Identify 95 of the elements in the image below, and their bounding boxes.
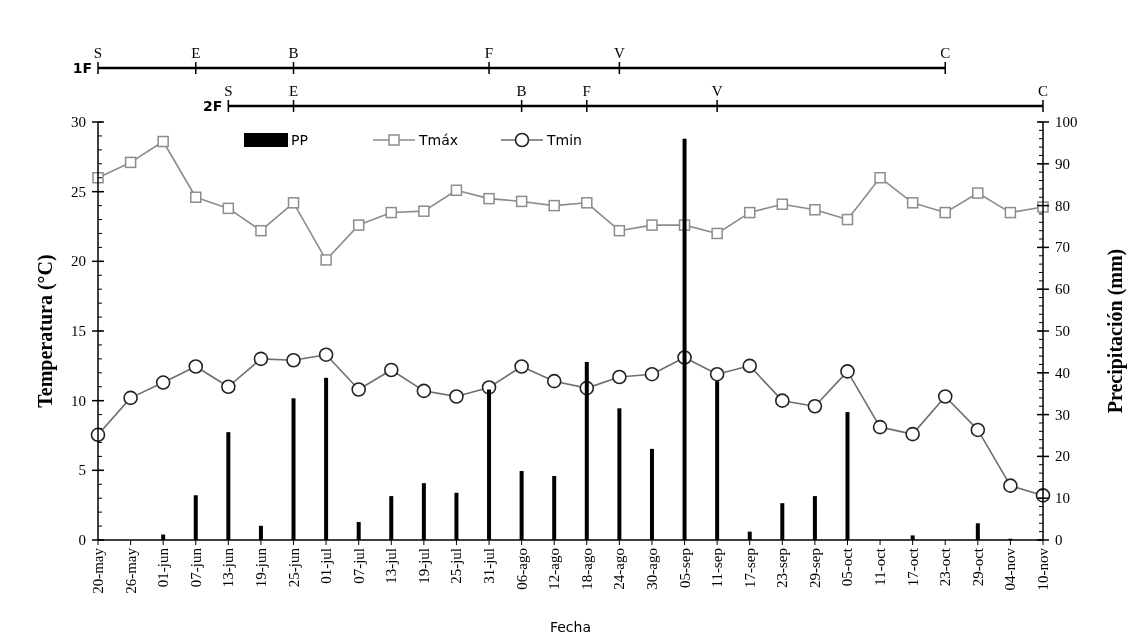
y-axis-title: Temperatura (°C) xyxy=(34,254,57,408)
x-tick-label: 23-sep xyxy=(774,548,791,588)
x-tick-label: 23-oct xyxy=(937,547,954,587)
point xyxy=(190,191,202,203)
point xyxy=(743,206,756,219)
x-tick-label: 04-nov xyxy=(1002,547,1019,591)
x-tick-label: 19-jun xyxy=(252,547,269,588)
annotation: E xyxy=(288,83,299,99)
point xyxy=(548,199,560,212)
x-tick-label: 30-ago xyxy=(643,548,660,590)
x-tick-label: 11-oct xyxy=(872,547,889,586)
x-tick-label: 29-sep xyxy=(806,548,823,588)
point xyxy=(906,197,919,209)
point xyxy=(646,219,658,231)
point xyxy=(418,205,430,217)
annotation: E xyxy=(191,45,201,61)
annotation: V xyxy=(711,83,723,99)
x-tick-label: 11-sep xyxy=(709,548,726,588)
x-tick-label: 01-jun xyxy=(155,547,172,588)
x-axis-title: Fecha xyxy=(549,619,592,635)
annotation: S xyxy=(93,45,103,61)
annotation: S xyxy=(224,83,233,99)
x-tick-label: 19-jul xyxy=(415,548,432,584)
x-tick-label: 06-ago xyxy=(513,548,530,590)
point xyxy=(222,202,235,215)
x-tick-label: 17-sep xyxy=(741,548,758,588)
point xyxy=(809,204,821,216)
x-tick-label: 07-jul xyxy=(350,548,367,584)
legend-label: Tmin xyxy=(546,132,582,148)
x-tick-label: 25-jul xyxy=(448,548,465,584)
y-tick-label: 10 xyxy=(71,392,86,409)
annotation: B xyxy=(288,45,299,61)
x-tick-label: 10-nov xyxy=(1035,547,1051,591)
x-tick-label: 18-ago xyxy=(578,548,595,590)
point xyxy=(157,135,169,148)
x-tick-label: 25-jun xyxy=(285,547,302,588)
y2-tick-label: 50 xyxy=(1055,323,1070,339)
point xyxy=(972,187,984,199)
x-tick-label: 26-may xyxy=(122,547,139,594)
x-tick-label: 13-jul xyxy=(383,548,400,584)
point xyxy=(320,254,332,266)
text: 2F xyxy=(203,98,223,114)
point xyxy=(483,192,495,205)
x-tick-label: 07-jun xyxy=(187,547,204,588)
annotation: B xyxy=(516,83,527,99)
x-tick-label: 05-sep xyxy=(676,548,693,588)
y-tick-label: 5 xyxy=(78,462,86,479)
text: 1F xyxy=(72,60,92,76)
y-tick-label: 25 xyxy=(71,183,86,200)
y-tick-label: 30 xyxy=(71,114,86,130)
point xyxy=(450,184,463,197)
point xyxy=(352,219,365,231)
y2-tick-label: 20 xyxy=(1055,448,1070,465)
point xyxy=(841,213,854,226)
point xyxy=(776,198,789,210)
y2-tick-label: 100 xyxy=(1055,114,1078,130)
annotation: V xyxy=(613,45,625,61)
point xyxy=(613,224,626,237)
point xyxy=(255,224,267,237)
x-tick-label: 24-ago xyxy=(611,548,628,590)
point xyxy=(581,197,593,209)
y2-tick-label: 40 xyxy=(1055,364,1070,381)
x-tick-label: 01-jul xyxy=(318,548,335,584)
y2-tick-label: 0 xyxy=(1055,532,1063,548)
y2-tick-label: 10 xyxy=(1055,490,1070,507)
point xyxy=(385,206,398,219)
y2-tick-label: 30 xyxy=(1055,406,1070,423)
x-tick-label: 13-jun xyxy=(220,547,237,588)
x-tick-label: 05-oct xyxy=(839,547,856,587)
point xyxy=(287,197,300,209)
point xyxy=(939,206,951,219)
y-tick-label: 15 xyxy=(71,323,86,339)
x-tick-label: 17-oct xyxy=(904,547,921,587)
x-tick-label: 29-oct xyxy=(969,547,986,587)
legend-label: Tmáx xyxy=(418,132,459,148)
point xyxy=(124,156,137,169)
y-tick-label: 0 xyxy=(78,532,86,548)
annotation: F xyxy=(484,45,494,61)
legend-label: PP xyxy=(291,132,308,148)
x-tick-label: 12-ago xyxy=(546,548,563,590)
point xyxy=(874,171,886,184)
y2-tick-label: 80 xyxy=(1055,197,1070,214)
annotation: F xyxy=(582,83,591,99)
point xyxy=(1004,206,1017,219)
point xyxy=(515,195,528,208)
y2-tick-label: 60 xyxy=(1055,281,1070,298)
point xyxy=(711,227,723,240)
annotation: C xyxy=(940,45,951,61)
x-tick-label: 31-jul xyxy=(481,548,498,584)
y2-tick-label: 70 xyxy=(1055,239,1070,256)
x-tick-label: 20-may xyxy=(90,547,106,594)
y-tick-label: 20 xyxy=(71,253,86,270)
y2-axis-title: Precipitación (mm) xyxy=(1104,248,1127,414)
y2-tick-label: 90 xyxy=(1055,155,1070,172)
annotation: C xyxy=(1037,83,1049,99)
